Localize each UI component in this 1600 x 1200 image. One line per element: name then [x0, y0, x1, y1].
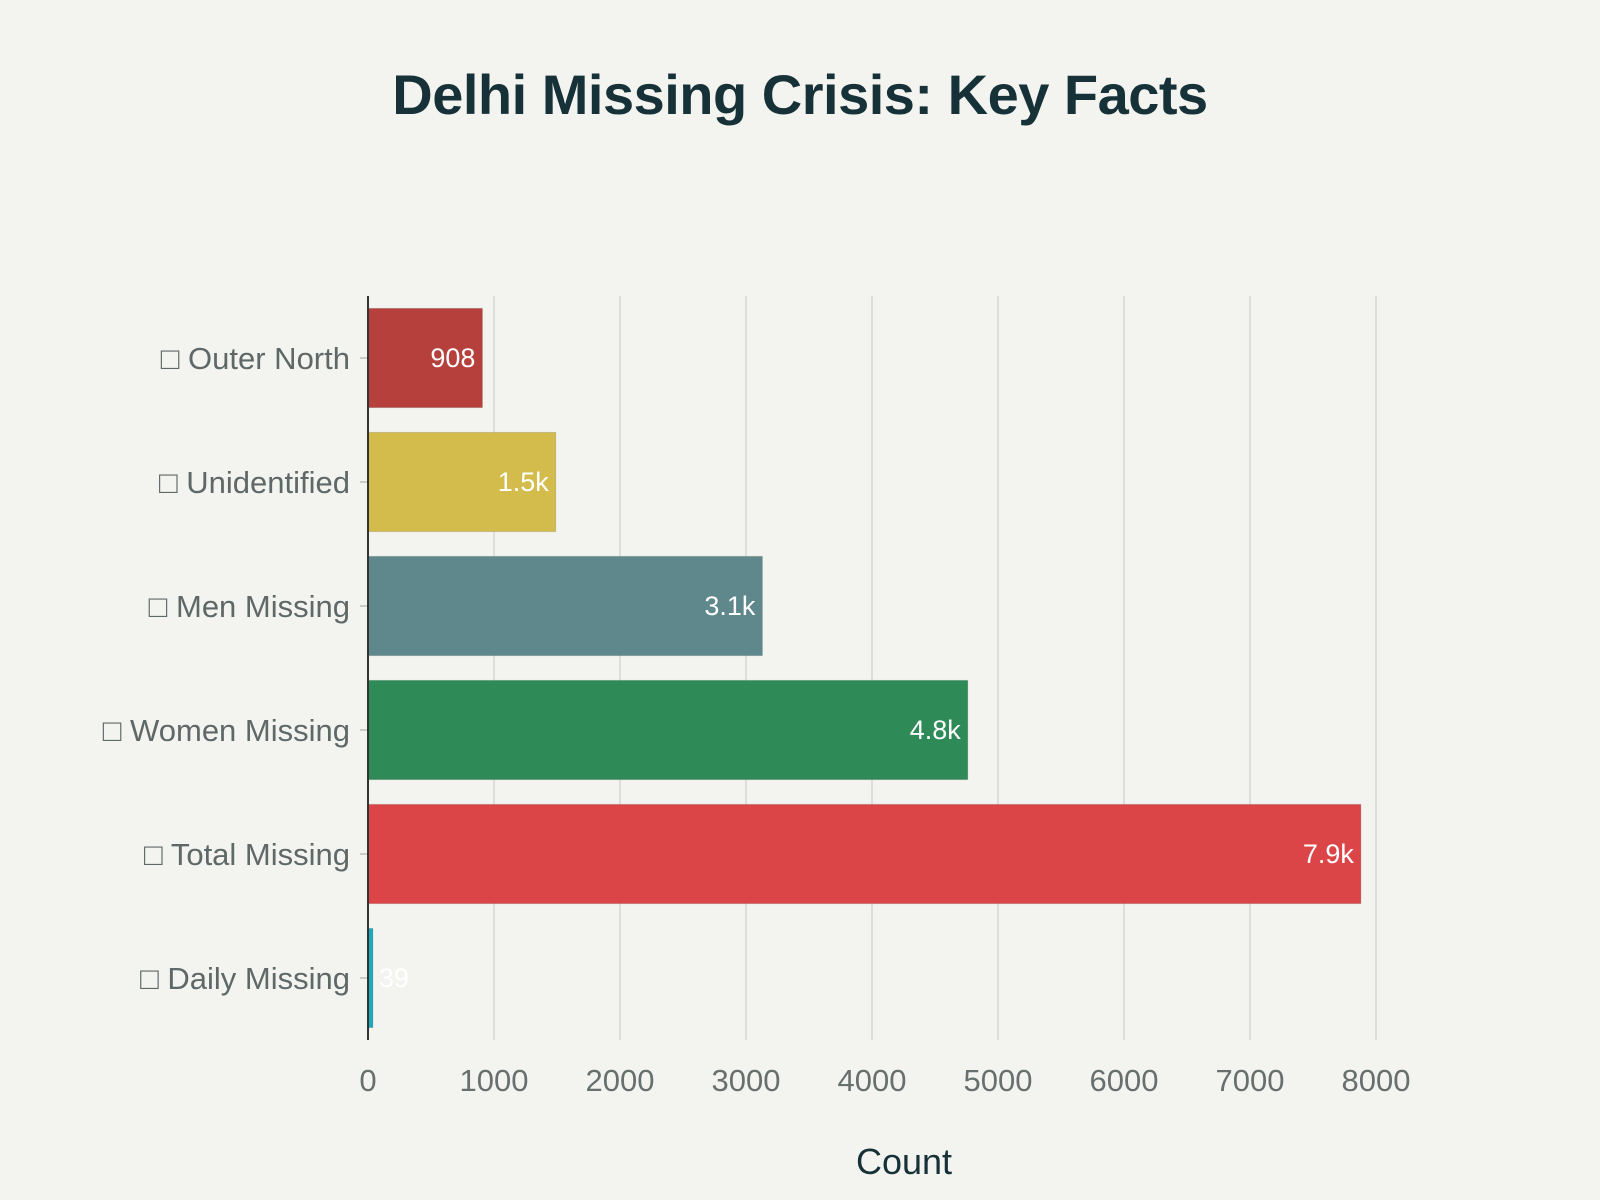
bar [367, 307, 483, 409]
bar-value-label: 908 [430, 343, 475, 373]
category-label: □ Men Missing [149, 589, 350, 624]
bars: 908 1.5k 3.1k 4.8k 7.9k 39 [367, 307, 1362, 1029]
category-label: □ Women Missing [103, 713, 350, 748]
bar [367, 803, 1362, 905]
bar-value-label: 1.5k [498, 467, 550, 497]
x-tick-label: 1000 [460, 1063, 529, 1098]
x-tick-label: 5000 [964, 1063, 1033, 1098]
bar-value-label: 39 [379, 963, 409, 993]
chart-title: Delhi Missing Crisis: Key Facts [392, 63, 1208, 126]
bar [367, 555, 763, 657]
category-label: □ Daily Missing [140, 961, 350, 996]
bar-value-label: 3.1k [704, 591, 756, 621]
bar-value-label: 4.8k [910, 715, 962, 745]
x-tick-label: 4000 [838, 1063, 907, 1098]
axes: 0 1000 2000 3000 4000 5000 6000 7000 8000 □ Outer… [103, 296, 1411, 1098]
x-tick-label: 8000 [1342, 1063, 1411, 1098]
x-tick-label: 2000 [586, 1063, 655, 1098]
bar [367, 679, 969, 781]
x-tick-label: 0 [359, 1063, 376, 1098]
x-tick-label: 7000 [1216, 1063, 1285, 1098]
x-tick-label: 6000 [1090, 1063, 1159, 1098]
grid-lines [493, 296, 1377, 1040]
x-axis-title: Count [856, 1141, 952, 1182]
bar [367, 431, 557, 533]
category-label: □ Unidentified [159, 465, 350, 500]
category-label: □ Outer North [161, 341, 350, 376]
bar-value-label: 7.9k [1303, 839, 1355, 869]
x-tick-label: 3000 [712, 1063, 781, 1098]
category-label: □ Total Missing [144, 837, 350, 872]
